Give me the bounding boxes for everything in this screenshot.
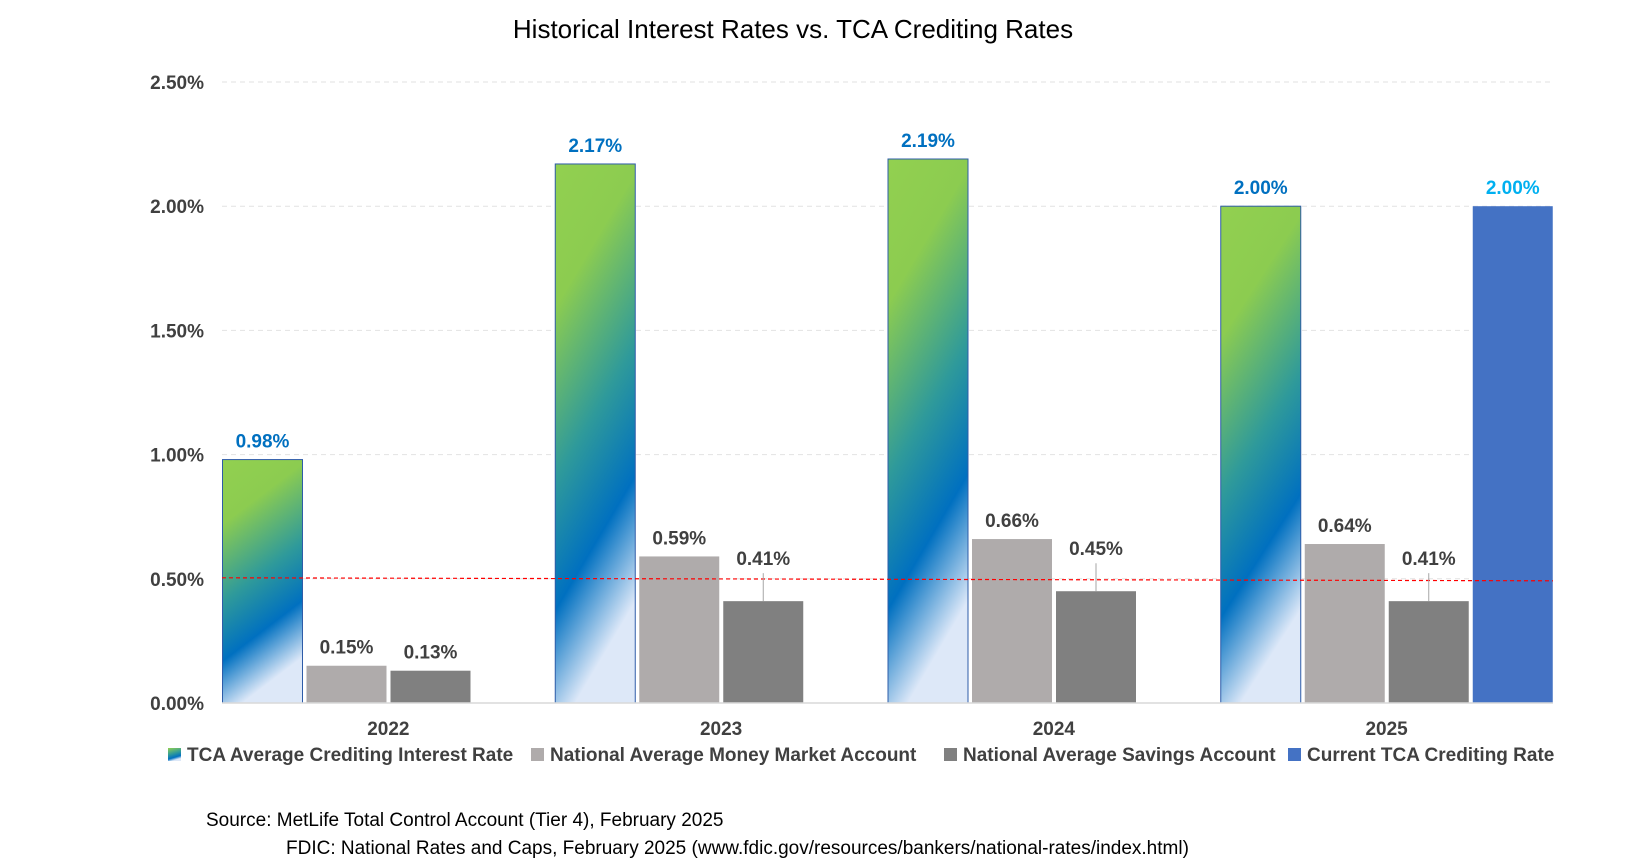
data-labels: 0.98% 0.15% 0.13% 2.17% 0.59% 0.41% 2.19% 0.66%… xyxy=(236,131,1540,664)
legend-swatch-s1 xyxy=(168,748,181,761)
x-category-label: 2022 xyxy=(367,719,409,740)
x-category-label: 2024 xyxy=(1033,719,1076,740)
x-category-label: 2025 xyxy=(1365,719,1408,740)
legend-label-s2: National Average Money Market Account xyxy=(550,745,917,766)
y-tick-label: 2.50% xyxy=(150,73,204,94)
bar-2023-s2 xyxy=(639,556,720,703)
x-axis-categories: 2022 2023 2024 2025 xyxy=(367,719,1408,740)
bar-2024-s3 xyxy=(1056,591,1136,703)
source-line-2: FDIC: National Rates and Caps, February … xyxy=(286,838,1189,859)
legend-label-s4: Current TCA Crediting Rate xyxy=(1307,745,1554,766)
data-label: 0.41% xyxy=(1402,549,1456,570)
bar-2025-s3 xyxy=(1388,601,1469,703)
y-tick-label: 1.50% xyxy=(150,321,204,342)
data-label: 0.66% xyxy=(985,511,1039,532)
bar-2022-s1 xyxy=(222,459,303,704)
bar-2024-s2 xyxy=(972,539,1052,703)
data-label: 0.13% xyxy=(404,643,458,664)
legend-label-s1: TCA Average Crediting Interest Rate xyxy=(187,745,513,766)
bars xyxy=(222,158,1553,704)
y-tick-label: 1.00% xyxy=(150,446,204,467)
data-label: 0.59% xyxy=(652,528,706,549)
y-tick-label: 0.00% xyxy=(150,694,204,715)
bar-2025-s2 xyxy=(1304,544,1385,703)
reference-line xyxy=(221,577,1554,582)
legend: TCA Average Crediting Interest Rate Natio… xyxy=(168,745,1554,766)
y-tick-label: 2.00% xyxy=(150,197,204,218)
data-label: 2.00% xyxy=(1234,178,1288,199)
legend-swatch-s3 xyxy=(944,748,957,761)
bar-2024-s1 xyxy=(887,158,969,704)
bar-2022-s2 xyxy=(306,665,387,703)
source-line-1: Source: MetLife Total Control Account (T… xyxy=(206,810,723,831)
bar-2025-s4 xyxy=(1472,206,1553,703)
data-label: 2.19% xyxy=(901,131,955,152)
chart-title: Historical Interest Rates vs. TCA Credit… xyxy=(513,14,1073,44)
legend-label-s3: National Average Savings Account xyxy=(963,745,1276,766)
legend-swatch-s2 xyxy=(531,748,544,761)
data-label: 2.00% xyxy=(1486,178,1540,199)
data-label: 0.64% xyxy=(1318,516,1372,537)
y-axis-ticks: 0.00% 0.50% 1.00% 1.50% 2.00% 2.50% xyxy=(150,73,204,715)
data-label: 2.17% xyxy=(568,136,622,157)
data-label: 0.45% xyxy=(1069,539,1123,560)
bar-2023-s1 xyxy=(554,163,636,704)
legend-swatch-s4 xyxy=(1288,748,1301,761)
data-label: 0.41% xyxy=(736,549,790,570)
bar-2023-s3 xyxy=(723,601,804,703)
y-tick-label: 0.50% xyxy=(150,570,204,591)
data-label: 0.98% xyxy=(236,432,290,453)
bar-2025-s1 xyxy=(1220,205,1302,704)
bar-2022-s3 xyxy=(390,670,471,703)
x-category-label: 2023 xyxy=(700,719,742,740)
data-label: 0.15% xyxy=(320,638,374,659)
